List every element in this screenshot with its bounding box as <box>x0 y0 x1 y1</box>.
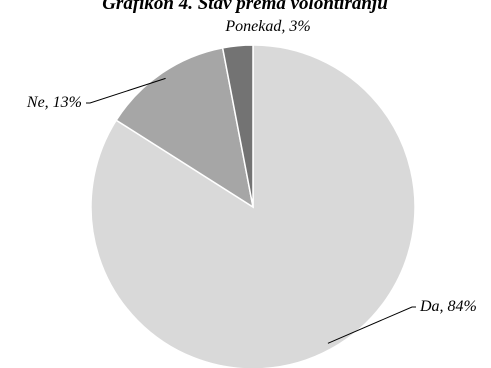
leader-line-da <box>327 306 416 344</box>
chart-title: Grafikon 4. Stav prema volontiranju <box>102 0 388 14</box>
slice-labels: Da, 84% Ne, 13% Ponekad, 3% <box>26 18 477 315</box>
slice-label-ponekad: Ponekad, 3% <box>224 18 310 35</box>
leader-lines <box>86 77 416 344</box>
slice-label-ne: Ne, 13% <box>26 94 82 111</box>
pie-slices <box>90 44 416 368</box>
leader-line-ne <box>86 77 166 104</box>
pie-slice-ne <box>115 46 255 209</box>
slice-label-da: Da, 84% <box>419 298 477 315</box>
pie-slice-ponekad <box>221 44 254 208</box>
